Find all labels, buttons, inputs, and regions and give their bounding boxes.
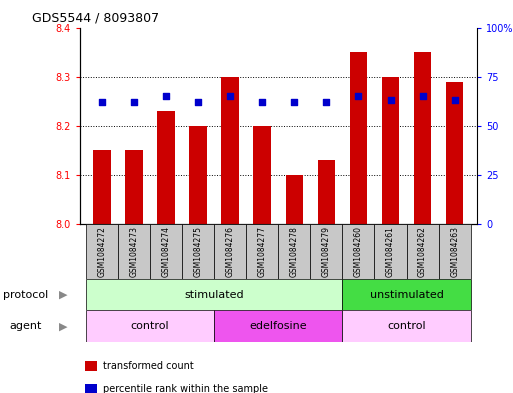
Bar <box>214 310 343 342</box>
Text: GSM1084275: GSM1084275 <box>193 226 203 277</box>
Bar <box>343 279 471 310</box>
Bar <box>182 224 214 279</box>
Text: control: control <box>387 321 426 331</box>
Text: GSM1084276: GSM1084276 <box>226 226 235 277</box>
Bar <box>350 52 367 224</box>
Bar <box>374 224 407 279</box>
Text: percentile rank within the sample: percentile rank within the sample <box>103 384 268 393</box>
Bar <box>157 111 175 224</box>
Bar <box>286 175 303 224</box>
Bar <box>439 224 471 279</box>
Bar <box>214 224 246 279</box>
Bar <box>86 224 118 279</box>
Bar <box>278 224 310 279</box>
Bar <box>150 224 182 279</box>
Text: GSM1084279: GSM1084279 <box>322 226 331 277</box>
Bar <box>125 151 143 224</box>
Point <box>226 93 234 99</box>
Bar <box>318 160 335 224</box>
Text: GSM1084263: GSM1084263 <box>450 226 459 277</box>
Bar <box>93 151 111 224</box>
Text: ▶: ▶ <box>59 290 68 300</box>
Point <box>354 93 363 99</box>
Text: protocol: protocol <box>3 290 48 300</box>
Bar <box>414 52 431 224</box>
Point <box>290 99 299 105</box>
Text: unstimulated: unstimulated <box>369 290 444 300</box>
Point <box>194 99 202 105</box>
Text: edelfosine: edelfosine <box>249 321 307 331</box>
Text: GDS5544 / 8093807: GDS5544 / 8093807 <box>32 12 159 25</box>
Text: GSM1084273: GSM1084273 <box>129 226 139 277</box>
Point <box>450 97 459 103</box>
Bar <box>310 224 343 279</box>
Bar <box>407 224 439 279</box>
Point <box>98 99 106 105</box>
Point <box>419 93 427 99</box>
Bar <box>253 126 271 224</box>
Text: stimulated: stimulated <box>184 290 244 300</box>
Bar <box>118 224 150 279</box>
Point <box>258 99 266 105</box>
Text: ▶: ▶ <box>59 321 68 331</box>
Text: GSM1084262: GSM1084262 <box>418 226 427 277</box>
Text: GSM1084261: GSM1084261 <box>386 226 395 277</box>
Text: control: control <box>131 321 169 331</box>
Text: agent: agent <box>9 321 42 331</box>
Point <box>322 99 330 105</box>
Bar <box>86 310 214 342</box>
Text: GSM1084278: GSM1084278 <box>290 226 299 277</box>
Text: GSM1084272: GSM1084272 <box>97 226 107 277</box>
Bar <box>343 310 471 342</box>
Bar <box>446 82 463 224</box>
Point <box>130 99 138 105</box>
Text: GSM1084277: GSM1084277 <box>258 226 267 277</box>
Text: transformed count: transformed count <box>103 361 193 371</box>
Bar <box>246 224 279 279</box>
Point <box>162 93 170 99</box>
Bar <box>222 77 239 224</box>
Bar <box>86 279 343 310</box>
Bar <box>189 126 207 224</box>
Bar <box>343 224 374 279</box>
Text: GSM1084274: GSM1084274 <box>162 226 171 277</box>
Bar <box>382 77 399 224</box>
Point <box>386 97 394 103</box>
Text: GSM1084260: GSM1084260 <box>354 226 363 277</box>
